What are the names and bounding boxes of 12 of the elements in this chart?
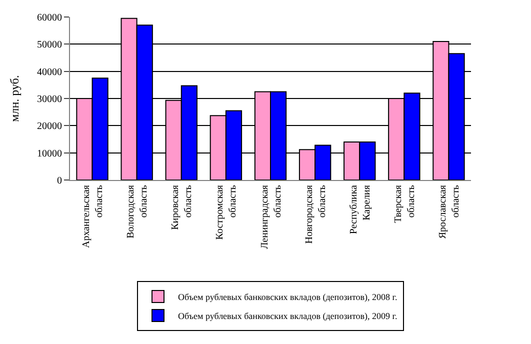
y-axis-title: млн. руб. <box>7 75 22 122</box>
y-tick-label: 0 <box>57 176 62 186</box>
y-tick-label: 40000 <box>37 66 62 78</box>
x-tick-label: Архангельская область <box>81 184 106 248</box>
legend-label: Объем рублевых банковских вкладов (депозитов), 2008 г. <box>178 292 398 302</box>
y-tick-label: 20000 <box>37 121 62 132</box>
y-tick-label: 30000 <box>37 94 62 105</box>
y-tick-label: 10000 <box>37 148 62 160</box>
x-tick-label: Тверская область <box>392 184 417 223</box>
legend-label: Объем рублевых банковских вкладов (депозитов), 2009 г. <box>178 311 398 322</box>
y-tick-label: 50000 <box>37 40 62 51</box>
y-tick-label: 60000 <box>37 12 62 24</box>
